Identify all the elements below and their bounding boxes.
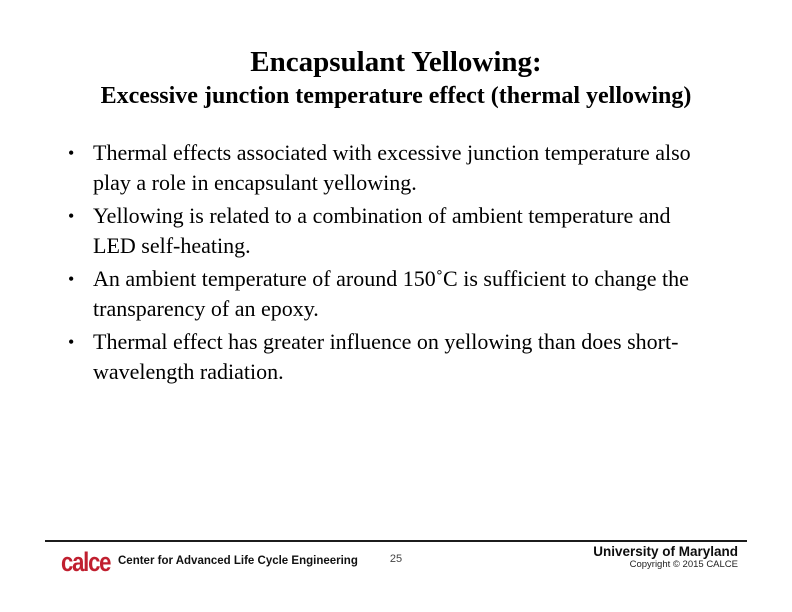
bullet-item: • Thermal effects associated with excess… [64,138,724,198]
bullet-text: An ambient temperature of around 150˚C i… [93,266,689,321]
bullet-item: • An ambient temperature of around 150˚C… [64,264,724,324]
bullet-icon: • [68,143,75,163]
footer-org-name: Center for Advanced Life Cycle Engineeri… [118,555,358,567]
bullet-text: Yellowing is related to a combination of… [93,203,671,258]
slide-title-line2: Excessive junction temperature effect (t… [100,83,692,109]
slide-title: Encapsulant Yellowing: Excessive junctio… [0,44,792,112]
bullet-icon: • [68,206,75,226]
calce-logo: calce [61,547,111,577]
bullet-list: • Thermal effects associated with excess… [64,138,724,390]
slide-title-line1: Encapsulant Yellowing: [250,46,542,78]
bullet-icon: • [68,332,75,352]
page-number: 25 [389,553,403,565]
bullet-icon: • [68,269,75,289]
footer-university: University of Maryland [593,544,738,559]
footer-right-block: University of Maryland Copyright © 2015 … [593,544,738,571]
bullet-item: • Yellowing is related to a combination … [64,201,724,261]
bullet-text: Thermal effects associated with excessiv… [93,140,691,195]
bullet-item: • Thermal effect has greater influence o… [64,327,724,387]
footer-copyright: Copyright © 2015 CALCE [629,559,738,570]
bullet-text: Thermal effect has greater influence on … [93,329,679,384]
footer-divider [45,540,747,542]
